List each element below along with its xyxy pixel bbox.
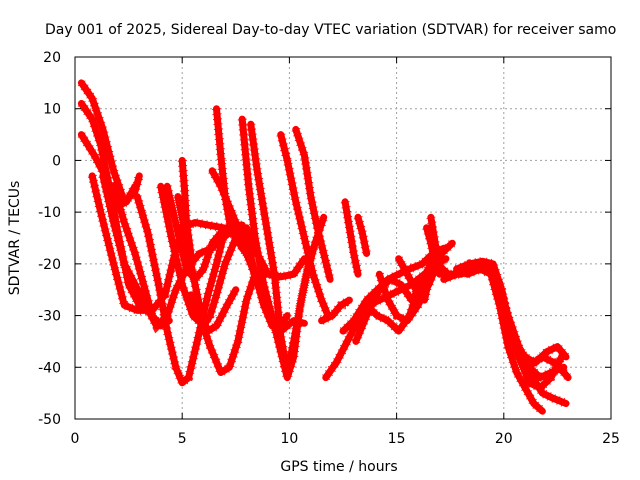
series-arc-34 <box>486 260 570 374</box>
series-arc-18 <box>291 125 335 283</box>
series-arc-14 <box>212 105 236 237</box>
series-line <box>110 182 173 330</box>
y-tick-label: -50 <box>38 412 61 428</box>
series-arc-21 <box>340 198 363 278</box>
series-markers <box>375 254 449 327</box>
y-tick-label: -30 <box>38 309 61 325</box>
series-markers <box>186 272 260 380</box>
series-markers <box>237 118 328 395</box>
series-arc-22 <box>353 213 372 257</box>
x-tick-label: 10 <box>280 431 298 447</box>
chart-title: Day 001 of 2025, Sidereal Day-to-day VTE… <box>45 22 616 38</box>
series-line <box>213 105 235 237</box>
series-arc-23 <box>339 244 448 335</box>
series-arc-13 <box>208 167 259 257</box>
series-arc-11 <box>177 156 196 257</box>
y-tick-label: 0 <box>52 153 61 169</box>
series-line <box>292 125 334 283</box>
series-markers <box>465 264 546 415</box>
series-line <box>247 120 313 376</box>
y-tick-label: 20 <box>43 50 61 66</box>
series-markers <box>276 133 333 318</box>
series-arc-35 <box>513 343 572 382</box>
series-arc-29 <box>426 213 444 273</box>
series-markers <box>353 216 372 255</box>
axis-ticks: 0 5 10 15 20 25 20 10 0 -10 -20 -30 -40 -50 <box>38 50 620 447</box>
plot-frame <box>74 56 612 420</box>
series-line <box>208 167 259 257</box>
series-markers <box>77 132 139 214</box>
x-tick-label: 5 <box>178 431 187 447</box>
series-arc-27 <box>394 255 436 311</box>
series-markers <box>394 256 436 311</box>
y-tick-label: 10 <box>43 102 61 118</box>
stray-point-0 <box>341 301 350 310</box>
y-tick-label: -10 <box>38 205 61 221</box>
data-series <box>77 79 572 415</box>
series-line <box>178 156 195 257</box>
series-line <box>487 260 570 371</box>
series-line <box>322 265 439 382</box>
y-axis-label: SDTVAR / TECUs <box>7 181 23 296</box>
x-tick-label: 20 <box>495 431 513 447</box>
series-line <box>339 244 448 335</box>
x-tick-label: 25 <box>602 431 620 447</box>
series-arc-20 <box>322 264 439 382</box>
series-arc-4 <box>87 172 154 315</box>
series-arc-16 <box>246 120 314 376</box>
series-arc-12 <box>186 270 260 380</box>
series-arc-17 <box>276 131 333 320</box>
series-arc-3 <box>77 131 139 214</box>
series-line <box>341 198 362 278</box>
series-markers <box>77 100 255 316</box>
series-markers <box>87 174 150 315</box>
series-markers <box>513 343 572 381</box>
x-tick-label: 15 <box>388 431 406 447</box>
x-axis-label: GPS time / hours <box>280 459 397 475</box>
x-tick-label: 0 <box>71 431 80 447</box>
series-arc-6 <box>109 182 173 332</box>
series-line <box>427 213 443 273</box>
y-tick-label: -40 <box>38 360 61 376</box>
y-tick-label: -20 <box>38 257 61 273</box>
series-arc-33 <box>463 264 546 415</box>
